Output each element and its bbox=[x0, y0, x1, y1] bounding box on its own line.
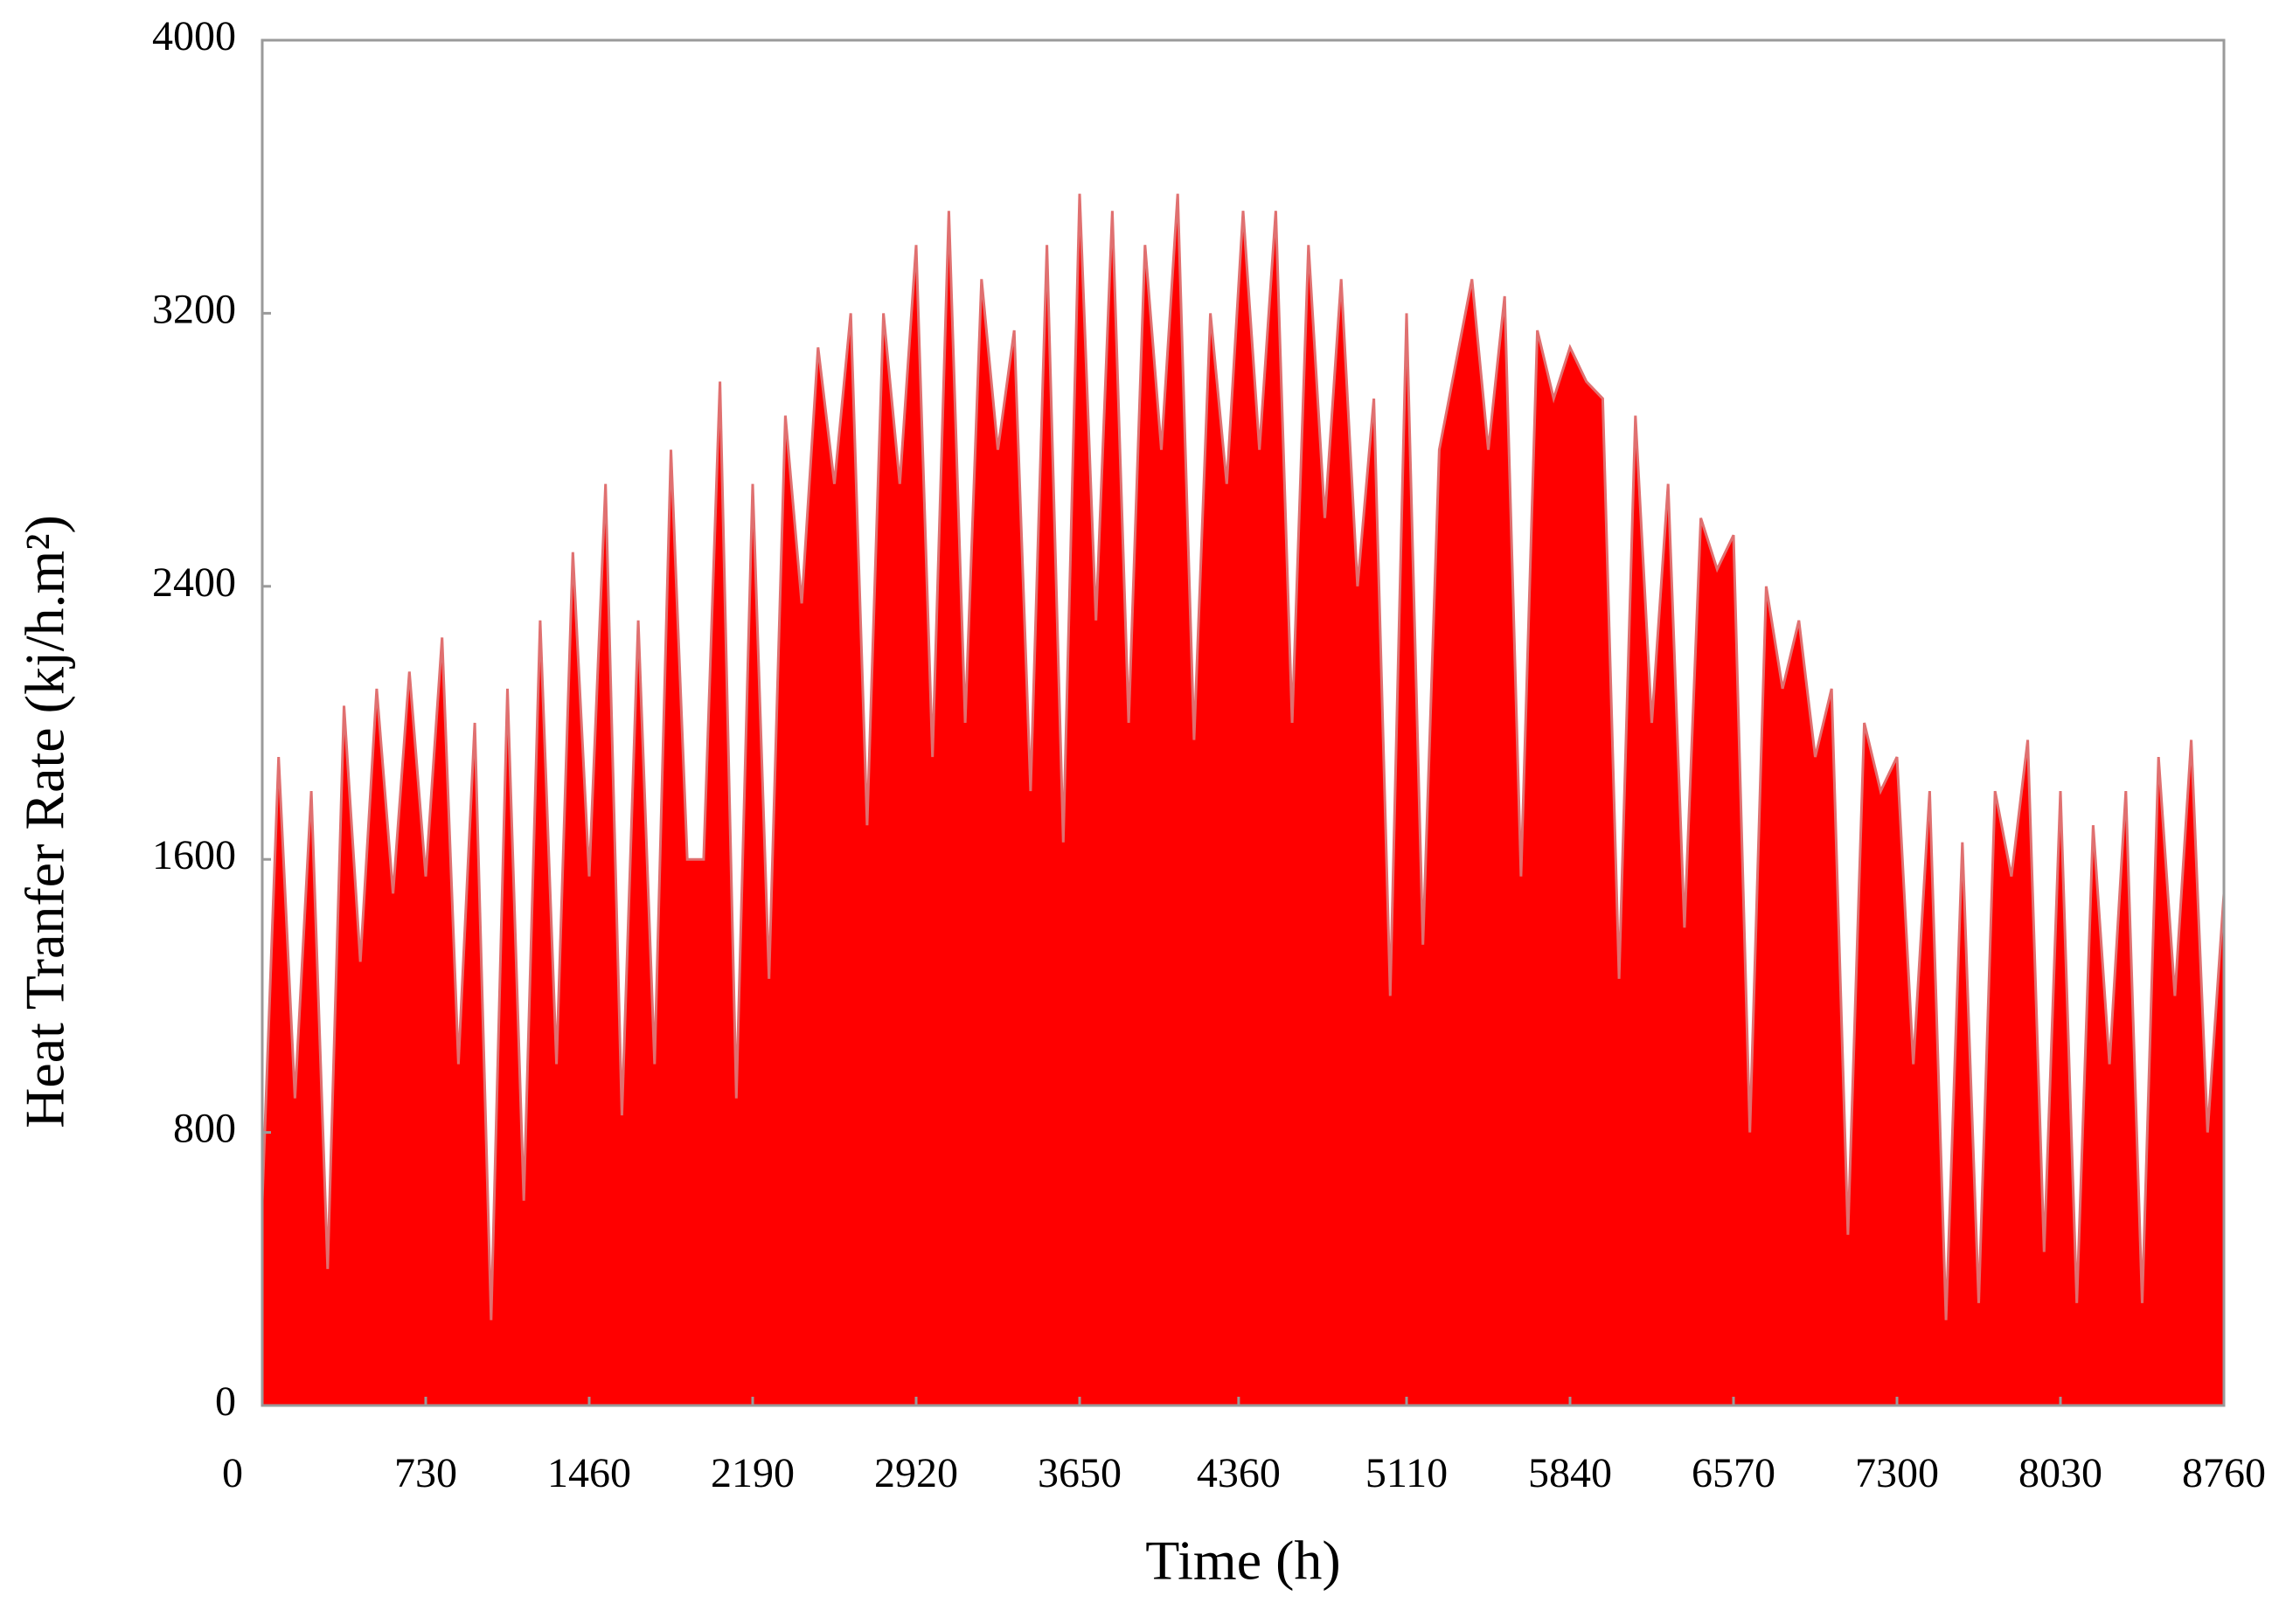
y-tick-label: 2400 bbox=[152, 559, 236, 606]
y-tick-label: 4000 bbox=[152, 13, 236, 59]
y-tick-label: 800 bbox=[173, 1106, 236, 1152]
x-tick-label: 3650 bbox=[1038, 1450, 1122, 1496]
x-tick-label: 2190 bbox=[711, 1450, 795, 1496]
y-tick-label: 3200 bbox=[152, 286, 236, 332]
x-tick-label: 5840 bbox=[1528, 1450, 1612, 1496]
x-tick-label: 4360 bbox=[1197, 1450, 1281, 1496]
y-axis-title: Heat Tranfer Rate (kj/h.m²) bbox=[14, 515, 76, 1128]
x-tick-label: 8760 bbox=[2182, 1450, 2266, 1496]
x-tick-label: 1460 bbox=[547, 1450, 631, 1496]
area bbox=[261, 193, 2226, 1407]
x-tick-label: 6570 bbox=[1692, 1450, 1775, 1496]
x-tick-label: 5110 bbox=[1365, 1450, 1448, 1496]
x-tick-label: 7300 bbox=[1855, 1450, 1939, 1496]
x-axis-title: Time (h) bbox=[1145, 1530, 1340, 1592]
y-tick-label: 1600 bbox=[152, 832, 236, 878]
y-tick-label: 0 bbox=[215, 1378, 236, 1425]
plot-frame bbox=[261, 38, 2226, 1407]
x-tick-label: 2920 bbox=[874, 1450, 958, 1496]
x-tick-label: 0 bbox=[222, 1450, 243, 1496]
x-tick-label: 730 bbox=[394, 1450, 457, 1496]
x-tick-label: 8030 bbox=[2018, 1450, 2102, 1496]
